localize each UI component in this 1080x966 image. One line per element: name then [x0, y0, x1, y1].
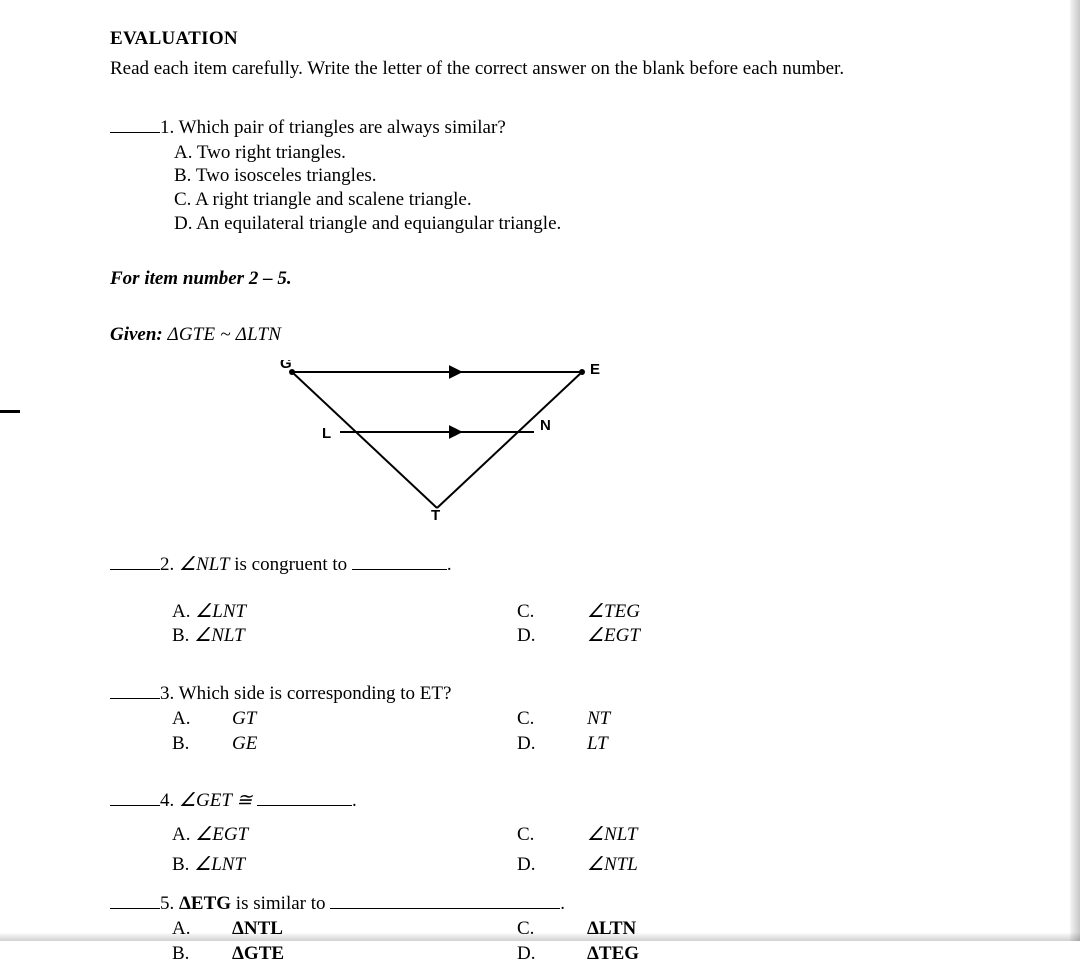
q2-A-val: ∠LNT: [195, 601, 246, 622]
ruler-tick: [0, 410, 20, 413]
q2-B-label: B.: [172, 625, 194, 646]
question-1: 1. Which pair of triangles are always si…: [110, 113, 990, 236]
fill-blank[interactable]: [352, 550, 447, 570]
period: .: [352, 790, 357, 811]
q3-B-label: B.: [172, 732, 232, 757]
q4-C-label: C.: [517, 820, 587, 849]
answer-blank[interactable]: [110, 679, 160, 699]
q1-choice-b: B. Two isosceles triangles.: [174, 164, 990, 188]
q5-choices: A.ΔNTL C. ΔLTN B.ΔGTE D. ΔTEG: [172, 917, 990, 966]
question-4: 4. ∠GET ≅ . A. ∠EGT C. ∠NLT B. ∠LNT D. ∠…: [110, 786, 990, 879]
q3-D-val: LT: [587, 732, 608, 757]
q5-stem-line: 5. ΔETG is similar to .: [110, 889, 990, 915]
label-L: L: [322, 425, 331, 442]
q4-C-val: ∠NLT: [587, 820, 637, 849]
edge-GT: [292, 372, 437, 508]
q3-B-val: GE: [232, 733, 257, 754]
q2-angle: ∠NLT: [179, 554, 229, 575]
q5-D-label: D.: [517, 942, 587, 966]
page: EVALUATION Read each item carefully. Wri…: [0, 0, 1080, 941]
q3-choices: A.GT C. NT B.GE D. LT: [172, 707, 990, 756]
q2-choices: A. ∠LNT C. ∠TEG B. ∠NLT D. ∠EGT: [172, 600, 990, 649]
q3-stem-line: 3. Which side is corresponding to ET?: [110, 679, 990, 705]
q5-B-val: ΔGTE: [232, 943, 284, 964]
answer-blank[interactable]: [110, 889, 160, 909]
page-shadow-right: [1070, 0, 1080, 941]
period: .: [447, 554, 452, 575]
fill-blank[interactable]: [257, 786, 352, 806]
heading-evaluation: EVALUATION: [110, 28, 990, 50]
q2-D-label: D.: [517, 624, 587, 649]
figure-triangles: G E L N T: [280, 360, 610, 520]
q2-C-label: C.: [517, 600, 587, 625]
q3-stem: 3. Which side is corresponding to ET?: [160, 683, 451, 704]
q1-stem: 1. Which pair of triangles are always si…: [160, 117, 506, 138]
q5-B-label: B.: [172, 942, 232, 966]
given-value: ΔGTE ~ ΔLTN: [168, 324, 282, 345]
q3-A-label: A.: [172, 707, 232, 732]
page-shadow-bottom: [0, 933, 1080, 941]
q5-num: 5.: [160, 893, 179, 914]
q2-num: 2.: [160, 554, 179, 575]
q5-tail: is similar to: [231, 893, 330, 914]
q4-B-label: B.: [172, 854, 194, 875]
q4-B-val: ∠LNT: [194, 854, 245, 875]
period: .: [560, 893, 565, 914]
q1-stem-line: 1. Which pair of triangles are always si…: [110, 113, 990, 139]
q3-C-label: C.: [517, 707, 587, 732]
label-N: N: [540, 417, 551, 434]
label-T: T: [431, 507, 440, 520]
answer-blank[interactable]: [110, 786, 160, 806]
q4-num: 4.: [160, 790, 179, 811]
q1-choice-c: C. A right triangle and scalene triangle…: [174, 188, 990, 212]
q2-B-val: ∠NLT: [194, 625, 244, 646]
q4-choices: A. ∠EGT C. ∠NLT B. ∠LNT D. ∠NTL: [172, 820, 990, 879]
label-G: G: [280, 360, 292, 372]
q2-A-label: A.: [172, 601, 195, 622]
q5-D-val: ΔTEG: [587, 942, 639, 966]
q2-C-val: ∠TEG: [587, 600, 640, 625]
answer-blank[interactable]: [110, 550, 160, 570]
label-E: E: [590, 361, 600, 378]
question-5: 5. ΔETG is similar to . A.ΔNTL C. ΔLTN B…: [110, 889, 990, 966]
given-line: Given: ΔGTE ~ ΔLTN: [110, 324, 990, 346]
q2-D-val: ∠EGT: [587, 624, 640, 649]
q4-A-val: ∠EGT: [195, 824, 248, 845]
section-label: For item number 2 – 5.: [110, 268, 990, 290]
pt-E: [579, 369, 585, 375]
q4-D-label: D.: [517, 850, 587, 879]
q1-choice-d: D. An equilateral triangle and equiangul…: [174, 212, 990, 236]
q4-A-label: A.: [172, 824, 195, 845]
given-label: Given:: [110, 324, 168, 345]
question-2: 2. ∠NLT is congruent to . A. ∠LNT C. ∠TE…: [110, 550, 990, 649]
q2-stem-line: 2. ∠NLT is congruent to .: [110, 550, 990, 576]
q3-A-val: GT: [232, 708, 256, 729]
instructions: Read each item carefully. Write the lett…: [110, 58, 990, 81]
question-3: 3. Which side is corresponding to ET? A.…: [110, 679, 990, 756]
q4-D-val: ∠NTL: [587, 850, 638, 879]
q3-D-label: D.: [517, 732, 587, 757]
q4-stem-line: 4. ∠GET ≅ .: [110, 786, 990, 812]
q5-tri: ΔETG: [179, 893, 231, 914]
q3-C-val: NT: [587, 707, 610, 732]
q2-tail: is congruent to: [229, 554, 351, 575]
figure-svg: G E L N T: [280, 360, 610, 520]
q1-choices: A. Two right triangles. B. Two isosceles…: [174, 141, 990, 236]
q4-expr: ∠GET ≅: [179, 790, 257, 811]
answer-blank[interactable]: [110, 113, 160, 133]
content: EVALUATION Read each item carefully. Wri…: [110, 28, 990, 966]
edge-ET: [437, 372, 582, 508]
fill-blank[interactable]: [330, 889, 560, 909]
q1-choice-a: A. Two right triangles.: [174, 141, 990, 165]
